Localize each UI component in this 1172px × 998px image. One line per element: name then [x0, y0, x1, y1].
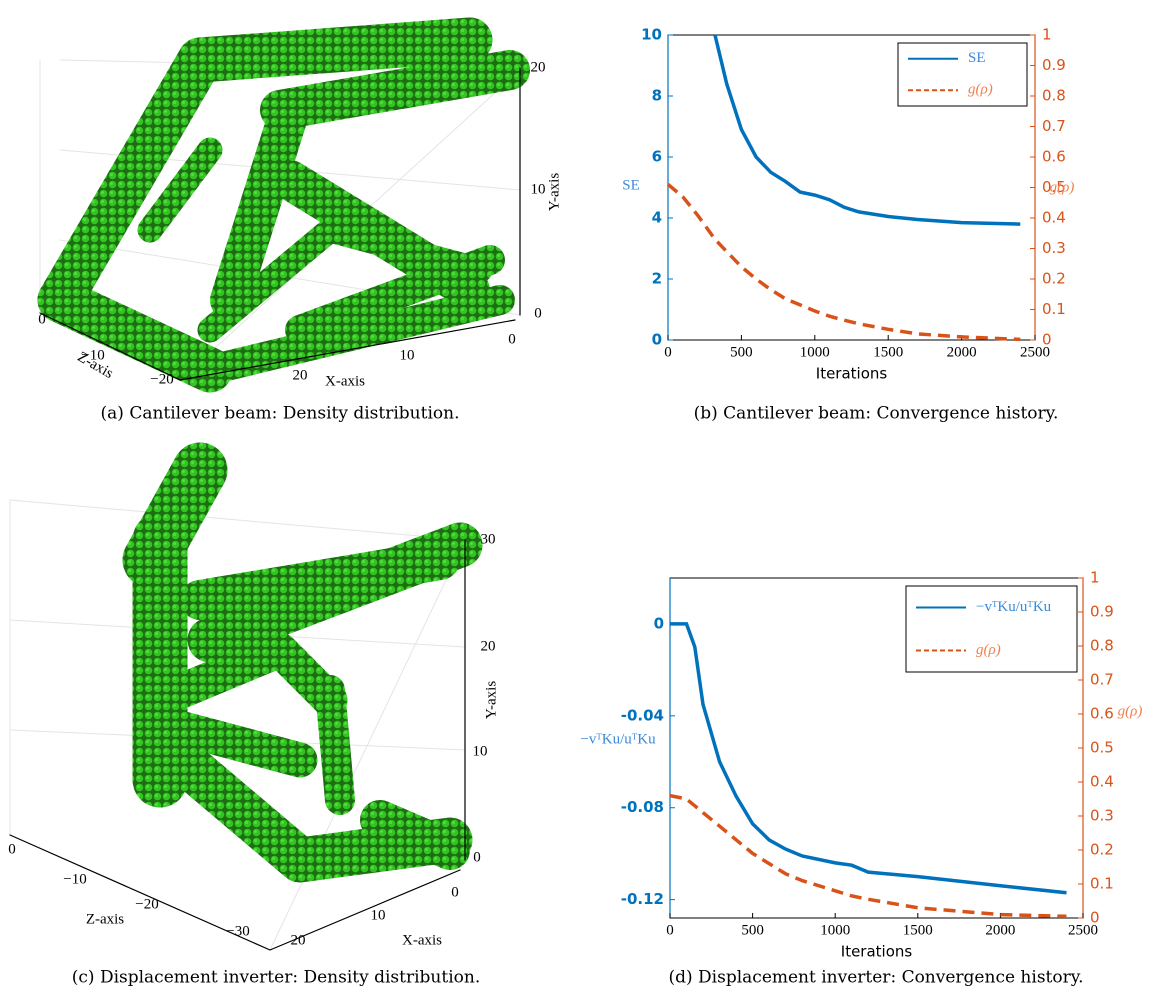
density-render-a: [37, 17, 530, 393]
y2-tick-label: 0.4: [1042, 209, 1066, 227]
y-tick-label: 4: [652, 209, 662, 227]
z-tick-label: −20: [150, 371, 173, 387]
caption: (a) Cantilever beam: Density distributio…: [101, 404, 460, 424]
x-tick-label: 20: [293, 367, 308, 383]
y-tick-label: -0.08: [621, 798, 664, 816]
y-axis-label: Y-axis: [546, 173, 562, 211]
y2-tick-label: 0.2: [1042, 270, 1066, 288]
legend-box: [897, 42, 1028, 107]
y2-tick-label: 0: [1090, 909, 1100, 927]
y2-tick-label: 0.8: [1042, 87, 1066, 105]
x-tick-label: 2500: [1020, 344, 1050, 360]
y-tick-label: 10: [473, 743, 488, 759]
y2-tick-label: 1: [1042, 26, 1052, 44]
x-tick-label: 20: [291, 932, 306, 948]
caption: (d) Displacement inverter: Convergence h…: [669, 968, 1084, 988]
y-tick-label: 20: [481, 638, 496, 654]
x-tick-label: 1000: [820, 922, 850, 938]
y-tick-label: 8: [652, 87, 662, 105]
legend-label: −vᵀKu/uᵀKu: [976, 599, 1052, 615]
x-tick-label: 1500: [903, 922, 933, 938]
y2-tick-label: 0.7: [1090, 671, 1114, 689]
z-tick-label: −20: [135, 896, 158, 912]
y-tick-label: 6: [652, 148, 662, 166]
z-axis-label: Z-axis: [86, 911, 124, 927]
series-line: [669, 793, 1067, 919]
legend-label: SE: [968, 50, 986, 66]
caption: (c) Displacement inverter: Density distr…: [72, 968, 480, 988]
y2-tick-label: 0.3: [1090, 807, 1114, 825]
y-axis-label: SE: [622, 177, 640, 193]
series-line: [666, 183, 1021, 342]
x-tick-label: 2000: [947, 344, 977, 360]
y-tick-label: 0: [652, 331, 662, 349]
caption: (b) Cantilever beam: Convergence history…: [694, 404, 1059, 424]
y-tick-label: 20: [531, 59, 546, 75]
y2-tick-label: 0.5: [1042, 178, 1066, 196]
z-tick-label: −30: [226, 923, 249, 939]
x-tick-label: 10: [371, 907, 386, 923]
y-tick-label: -0.12: [621, 890, 664, 908]
y-tick-label: 10: [641, 26, 662, 44]
x-tick-label: 0: [508, 331, 516, 347]
x-tick-label: 500: [730, 344, 753, 360]
x-tick-label: 0: [666, 922, 674, 938]
y2-tick-label: 0.6: [1090, 705, 1114, 723]
x-tick-label: 2500: [1068, 922, 1098, 938]
x-tick-label: 0: [664, 344, 672, 360]
x-tick-label: 10: [400, 347, 415, 363]
y-axis-label: Y-axis: [483, 681, 499, 719]
y2-axis-label: g(ρ): [1050, 179, 1075, 195]
y-tick-label: -0.04: [621, 706, 664, 724]
y2-tick-label: 0.5: [1090, 739, 1114, 757]
y2-tick-label: 0.3: [1042, 239, 1066, 257]
y2-tick-label: 0.4: [1090, 773, 1114, 791]
y2-tick-label: 0.7: [1042, 117, 1066, 135]
legend-label: g(ρ): [968, 82, 993, 98]
y-tick-label: 0: [534, 305, 542, 321]
y2-tick-label: 0.2: [1090, 841, 1114, 859]
x-tick-label: 1500: [873, 344, 903, 360]
x-tick-label: 2000: [985, 922, 1015, 938]
y2-tick-label: 0.6: [1042, 148, 1066, 166]
density-render-c: [9, 442, 483, 951]
y-tick-label: 0: [654, 614, 664, 632]
z-tick-label: −10: [63, 871, 86, 887]
z-tick-label: 0: [38, 311, 46, 327]
y-tick-label: 30: [481, 531, 496, 547]
x-axis-label: Iterations: [841, 943, 913, 961]
x-axis-label: Iterations: [816, 365, 888, 383]
y2-axis-label: g(ρ): [1118, 703, 1143, 719]
legend-box: [905, 585, 1078, 673]
y2-tick-label: 0.9: [1090, 603, 1114, 621]
z-tick-label: 0: [8, 841, 16, 857]
y2-tick-label: 0: [1042, 331, 1052, 349]
y2-tick-label: 0.9: [1042, 56, 1066, 74]
series-line: [670, 622, 1067, 895]
x-tick-label: 0: [451, 884, 459, 900]
z-tick-label: −10: [81, 347, 104, 363]
y2-tick-label: 0.1: [1090, 875, 1114, 893]
x-axis-label: X-axis: [325, 373, 365, 389]
y-tick-label: 0: [473, 849, 481, 865]
y2-tick-label: 1: [1090, 569, 1100, 587]
x-tick-label: 1000: [800, 344, 830, 360]
y-tick-label: 2: [652, 270, 662, 288]
y-tick-label: 10: [531, 181, 546, 197]
x-tick-label: 500: [741, 922, 764, 938]
series-line: [713, 34, 1021, 226]
x-axis-label: X-axis: [402, 932, 442, 948]
legend-label: g(ρ): [976, 642, 1001, 658]
y2-tick-label: 0.1: [1042, 300, 1066, 318]
y2-tick-label: 0.8: [1090, 637, 1114, 655]
y-axis-label: −vᵀKu/uᵀKu: [580, 731, 656, 747]
